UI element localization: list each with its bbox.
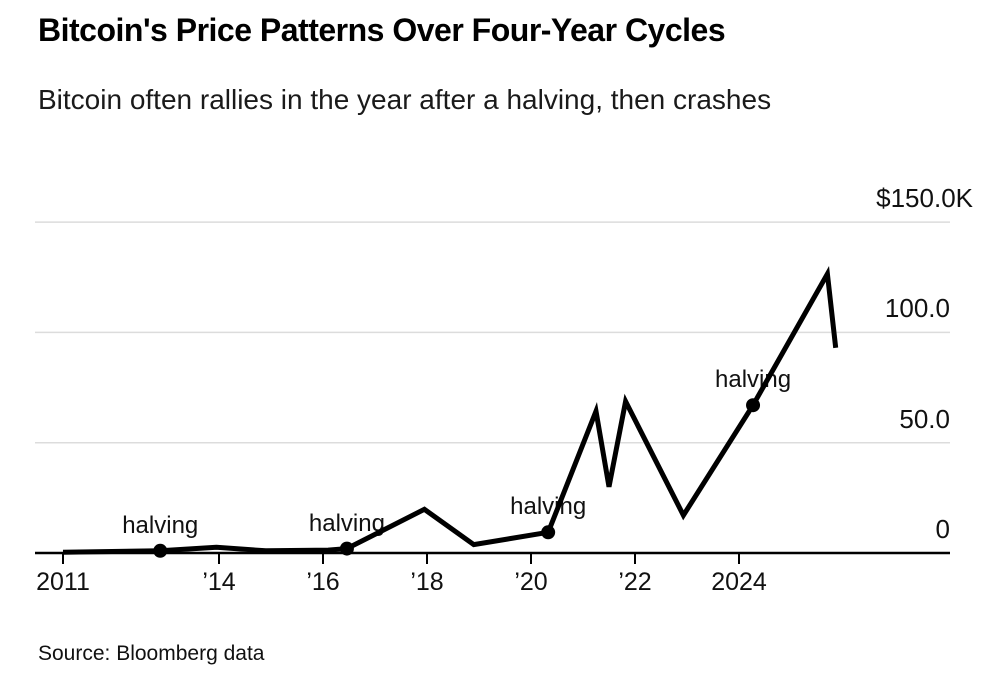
chart-title: Bitcoin's Price Patterns Over Four-Year …: [38, 12, 726, 48]
x-tick-label-2011: 2011: [36, 568, 90, 596]
x-tick-label-2014: ’14: [202, 568, 236, 596]
y-tick-label-150: $150.0K: [876, 183, 973, 214]
x-tick-label-2024: 2024: [711, 568, 767, 596]
chart-subtitle: Bitcoin often rallies in the year after …: [38, 84, 772, 115]
x-tick-label-2018: ’18: [410, 568, 444, 596]
halving-label-4: halving: [715, 366, 792, 394]
x-tick-label-2020: ’20: [514, 568, 548, 596]
y-tick-label-0: 0: [935, 514, 950, 544]
halving-label-2: halving: [308, 509, 385, 537]
halving-label-1: halving: [122, 511, 199, 539]
source-caption: Source: Bloomberg data: [38, 642, 265, 665]
halving-label-3: halving: [510, 493, 587, 521]
y-tick-label-50: 50.0: [899, 403, 950, 434]
y-tick-label-100: 100.0: [884, 293, 950, 324]
x-tick-label-2022: ’22: [618, 568, 652, 596]
x-tick-label-2016: ’16: [306, 568, 340, 596]
